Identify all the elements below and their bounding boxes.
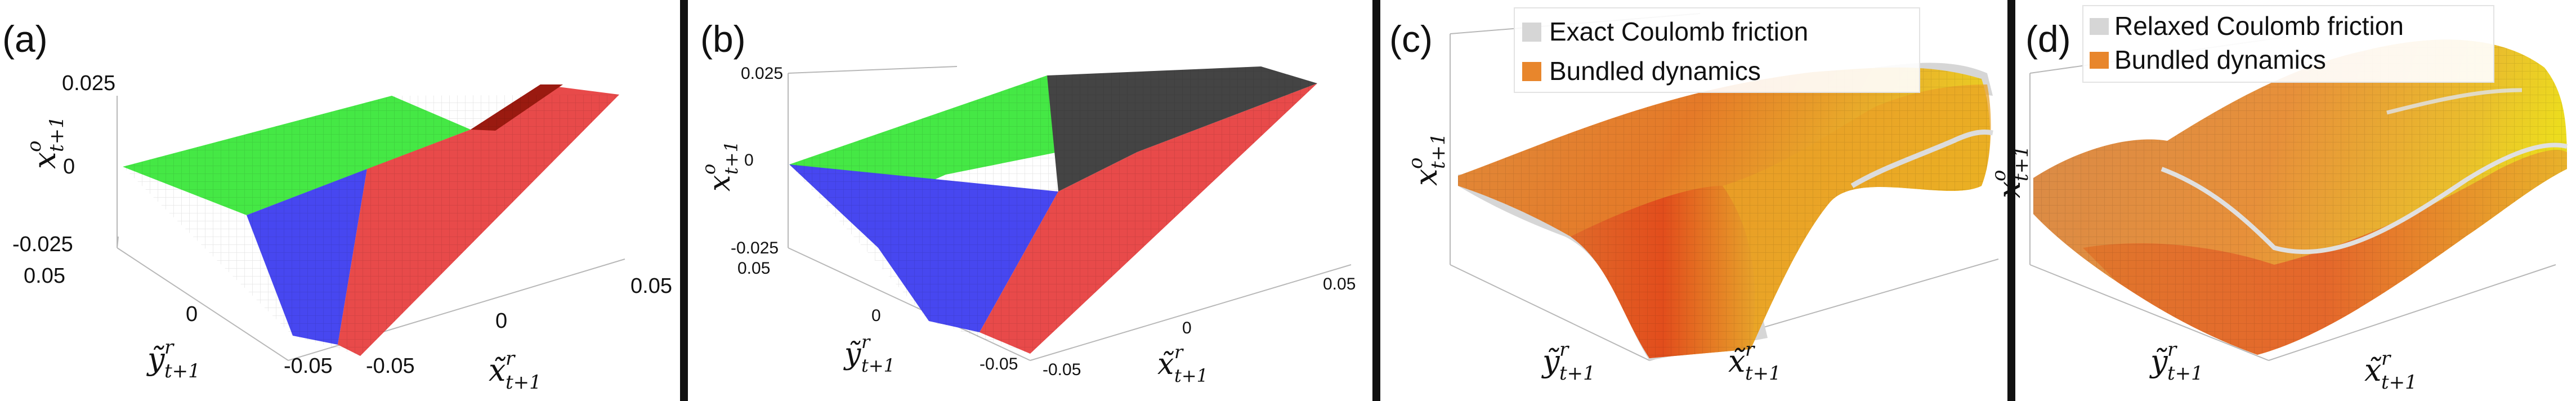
panel-d-legend-label-2: Bundled dynamics (2114, 45, 2326, 74)
panel-a-y-label-sup: r (164, 336, 175, 359)
panel-a-z-tick-3: -0.025 (12, 233, 73, 256)
panel-d-x-label-sup: r (2381, 347, 2391, 370)
panel-c-surface (1458, 63, 1993, 360)
panel-c-label: (c) (1389, 18, 1433, 60)
panel-b-axes (788, 66, 1352, 361)
panel-b-z-label-sup: o (698, 164, 719, 175)
panel-d-y-label: ỹ r t+1 (2149, 338, 2203, 385)
panel-b-z-tick-1: 0.025 (741, 64, 783, 83)
panel-d-y-label-var: ỹ (2149, 344, 2168, 379)
panel-d-legend: Relaxed Coulomb friction Bundled dynamic… (2082, 5, 2494, 83)
panel-b-z-label-sub: t+1 (721, 141, 742, 175)
panel-d-label: (d) (2025, 18, 2071, 60)
panel-c-legend-label-1: Exact Coulomb friction (1549, 17, 1808, 46)
panel-d-legend-label-1: Relaxed Coulomb friction (2114, 11, 2404, 41)
panel-b-z-label: x o t+1 (698, 141, 742, 191)
panel-b-x-label-sub: t+1 (1174, 365, 1208, 386)
panel-c-x-label-sub: t+1 (1745, 362, 1781, 385)
panel-c-legend-label-2: Bundled dynamics (1549, 56, 1761, 86)
panel-a-z-label: x o t+1 (23, 116, 68, 169)
separator-3 (2007, 0, 2015, 401)
panel-b-x-tick-2: 0 (1182, 319, 1192, 337)
panel-d-z-label-sup: o (1988, 170, 2010, 181)
panel-d-surface (2033, 39, 2568, 355)
panel-a-y-tick-1: 0.05 (24, 264, 65, 288)
panel-c-legend-swatch-1 (1522, 23, 1541, 42)
panel-c-x-label: x̃ r t+1 (1728, 338, 1781, 385)
panel-b-x-tick-3: 0.05 (1323, 275, 1356, 293)
panel-b: (b) 0.025 0 -0.025 0.05 0 -0.05 -0.05 0 … (698, 18, 1356, 386)
panel-b-surface (789, 66, 1317, 354)
panel-a: (a) 0.025 0 -0.025 0.05 0 -0.05 -0.05 0 … (2, 18, 672, 394)
panel-d-y-label-sup: r (2167, 338, 2177, 361)
panel-b-y-tick-3: -0.05 (980, 355, 1018, 373)
panel-d-z-label-var: x (1992, 181, 2027, 198)
panel-d-z-label-sub: t+1 (2010, 145, 2033, 181)
panel-b-z-tick-3: -0.025 (731, 239, 779, 257)
panel-d-x-label-sub: t+1 (2381, 371, 2417, 394)
panel-b-z-tick-2: 0 (744, 151, 754, 170)
panel-a-x-label-sup: r (506, 347, 516, 370)
panel-a-y-tick-2: 0 (186, 302, 198, 326)
separator-1 (680, 0, 688, 401)
panel-a-label: (a) (2, 18, 48, 60)
panel-c-z-label-sub: t+1 (1427, 133, 1450, 169)
panel-a-x-tick-3: 0.05 (630, 274, 672, 298)
panel-d-legend-swatch-1 (2090, 18, 2109, 35)
panel-a-z-tick-2: 0 (63, 155, 75, 179)
panel-a-z-tick-1: 0.025 (62, 72, 115, 95)
panel-c-y-label-sup: r (1559, 338, 1569, 361)
panel-a-z-label-sub: t+1 (46, 116, 68, 152)
panel-c-y-label-sub: t+1 (1559, 362, 1595, 385)
panel-b-z-label-var: x (703, 175, 737, 191)
panel-a-z-label-sup: o (23, 141, 46, 152)
panel-a-x-label-var: x̃ (489, 353, 506, 388)
panel-c-z-label: x o t+1 (1405, 133, 1450, 186)
panel-b-y-tick-2: 0 (871, 306, 881, 325)
panel-b-x-tick-1: -0.05 (1043, 360, 1081, 379)
panel-b-label: (b) (700, 18, 746, 60)
panel-b-y-label: ỹ r t+1 (843, 331, 895, 376)
panel-c-x-label-var: x̃ (1728, 344, 1746, 379)
panel-a-surface (123, 84, 619, 356)
panel-c: (c) Exact Coulomb friction Bu (1389, 7, 1999, 385)
separator-2 (1372, 0, 1380, 401)
panel-b-x-label-var: x̃ (1157, 347, 1174, 381)
panel-a-z-label-var: x (27, 152, 62, 169)
panel-a-y-label: ỹ r t+1 (146, 336, 200, 382)
panel-a-y-tick-3: -0.05 (284, 354, 333, 378)
panel-a-x-tick-1: -0.05 (366, 354, 415, 378)
panel-d-x-label-var: x̃ (2364, 353, 2382, 388)
panel-a-x-label: x̃ r t+1 (489, 347, 542, 394)
panel-c-y-label: ỹ r t+1 (1541, 338, 1595, 385)
panel-d-x-label: x̃ r t+1 (2364, 347, 2417, 394)
panel-a-y-label-var: ỹ (146, 341, 166, 377)
panel-a-x-tick-2: 0 (495, 309, 507, 333)
panel-a-y-label-sub: t+1 (164, 360, 200, 382)
panel-d-z-label: x o t+1 (1988, 145, 2033, 198)
panel-b-y-label-sub: t+1 (861, 355, 895, 376)
panel-c-legend-swatch-2 (1522, 62, 1541, 81)
panel-b-y-tick-1: 0.05 (737, 259, 770, 278)
panel-c-z-label-var: x (1408, 169, 1444, 186)
panel-d-legend-swatch-2 (2090, 52, 2109, 69)
panel-c-x-label-sup: r (1745, 338, 1755, 361)
panel-b-x-label: x̃ r t+1 (1157, 341, 1208, 386)
panel-c-legend: Exact Coulomb friction Bundled dynamics (1514, 7, 1920, 93)
panel-b-x-label-sup: r (1174, 341, 1184, 363)
panel-b-y-label-sup: r (861, 331, 871, 353)
panel-b-y-label-var: ỹ (843, 337, 861, 371)
panel-a-x-label-sub: t+1 (506, 371, 542, 394)
panel-c-z-label-sup: o (1405, 158, 1427, 169)
panel-d-y-label-sub: t+1 (2167, 362, 2203, 385)
panel-c-y-label-var: ỹ (1541, 344, 1560, 379)
panel-d: (d) Relaxed Coulomb friction Bundled dyn… (1988, 5, 2568, 394)
